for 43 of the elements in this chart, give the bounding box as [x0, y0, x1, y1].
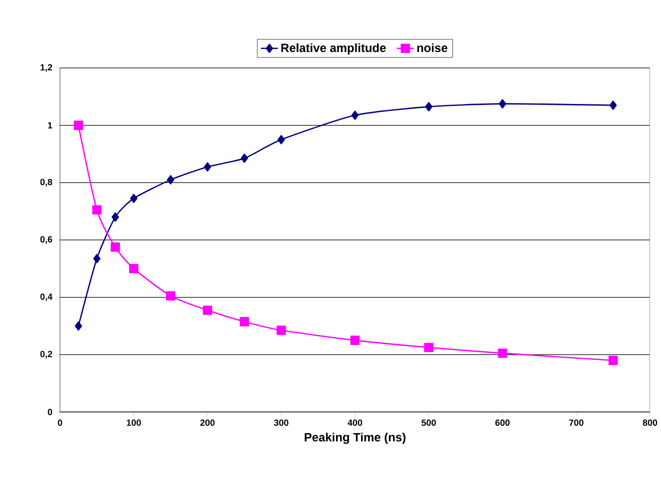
x-tick-label: 0 — [58, 420, 62, 426]
y-tick-label: 0,8 — [40, 178, 52, 186]
y-tick-label: 0,2 — [40, 350, 52, 358]
point — [498, 348, 508, 358]
legend-label: noise — [417, 43, 448, 52]
y-tick-label: 0 — [48, 408, 52, 416]
y-tick-label: 1 — [48, 122, 52, 128]
point — [204, 162, 212, 172]
point — [93, 254, 101, 264]
x-tick-label: 200 — [200, 420, 215, 426]
point — [240, 317, 250, 326]
point — [424, 342, 434, 352]
point — [92, 205, 102, 215]
point — [110, 242, 120, 252]
y-tick-label: 0,4 — [40, 293, 52, 302]
x-tick-label: 500 — [422, 420, 436, 426]
y-tick-label: 1,2 — [40, 64, 52, 72]
point — [129, 264, 138, 274]
point — [202, 306, 212, 315]
point — [166, 291, 176, 301]
x-tick-label: 600 — [495, 420, 510, 426]
x-axis-title: Peaking Time (ns) — [304, 432, 406, 444]
point — [351, 110, 359, 120]
point — [609, 100, 617, 110]
x-tick-label: 100 — [126, 420, 141, 426]
point — [74, 321, 82, 331]
y-tick-label: 0,6 — [40, 236, 52, 244]
point — [278, 135, 285, 144]
point — [425, 102, 432, 112]
x-tick-label: 300 — [274, 420, 288, 426]
legend-label: Relative amplitude — [281, 43, 386, 54]
x-tick-label: 700 — [569, 420, 584, 426]
point — [608, 356, 618, 366]
point — [130, 194, 138, 204]
point — [240, 154, 248, 163]
point — [350, 336, 360, 345]
point — [74, 120, 84, 130]
x-tick-label: 800 — [642, 420, 658, 426]
point — [166, 175, 174, 184]
point — [276, 326, 286, 335]
point — [112, 212, 119, 222]
point — [498, 99, 506, 108]
x-tick-label: 400 — [348, 420, 362, 426]
